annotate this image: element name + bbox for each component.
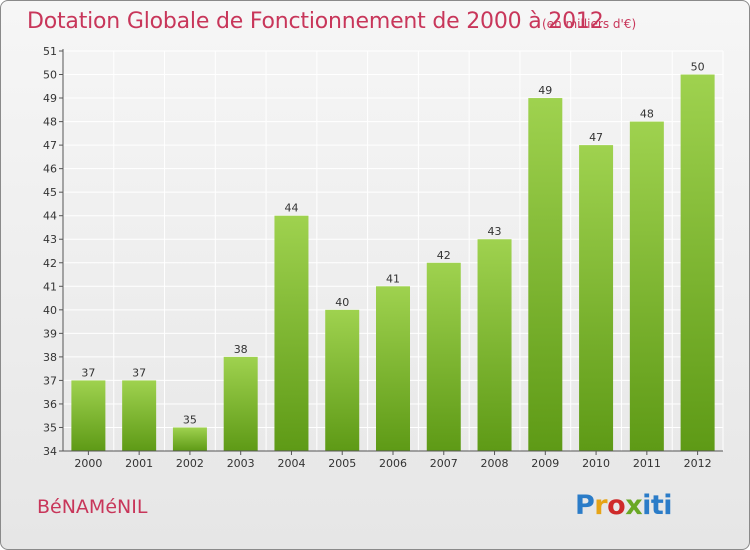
bar [477, 239, 512, 451]
y-tick-label: 36 [43, 398, 57, 411]
bar [680, 74, 715, 451]
x-tick-label: 2007 [430, 457, 458, 470]
x-tick-label: 2011 [633, 457, 661, 470]
proxiti-logo: Proxiti [575, 490, 673, 521]
bar [172, 427, 207, 451]
logo-letter: P [575, 490, 595, 521]
logo-letter: o [607, 490, 626, 521]
bar-value-label: 50 [691, 61, 705, 74]
x-tick-label: 2000 [74, 457, 102, 470]
y-tick-label: 46 [43, 163, 57, 176]
bar-value-label: 41 [386, 272, 400, 285]
y-tick-label: 51 [43, 45, 57, 58]
y-tick-label: 38 [43, 351, 57, 364]
bar [579, 145, 614, 451]
axes: 34 35 36 37 38 39 40 41 42 43 44 45 46 47 48 49 50 51 2000… [43, 45, 723, 470]
x-tick-label: 2010 [582, 457, 610, 470]
y-tick-label: 34 [43, 445, 57, 458]
y-tick-label: 39 [43, 327, 57, 340]
y-tick-label: 41 [43, 280, 57, 293]
logo-letter: r [594, 490, 608, 521]
bar-value-label: 48 [640, 108, 654, 121]
logo-letter: x [625, 490, 643, 521]
bar-value-label: 44 [284, 202, 298, 215]
y-tick-label: 35 [43, 421, 57, 434]
y-tick-label: 42 [43, 257, 57, 270]
bar [528, 98, 563, 451]
labels: 37 37 35 38 44 40 41 42 43 49 47 48 50 [81, 61, 704, 427]
bar [122, 380, 157, 451]
commune-name: BéNAMéNIL [37, 496, 148, 518]
bar-value-label: 47 [589, 131, 603, 144]
y-tick-label: 45 [43, 186, 57, 199]
bar-value-label: 37 [81, 366, 95, 379]
bars [71, 74, 715, 452]
bar [426, 262, 461, 451]
x-tick-label: 2004 [277, 457, 305, 470]
chart-unit-label: (en milliers d'€) [542, 17, 637, 31]
y-tick-label: 49 [43, 92, 57, 105]
bar-value-label: 49 [538, 84, 552, 97]
chart-title: Dotation Globale de Fonctionnement de 20… [27, 9, 604, 34]
bar [629, 121, 664, 452]
x-tick-label: 2005 [328, 457, 356, 470]
bar-value-label: 42 [437, 249, 451, 262]
logo-letter: iti [642, 490, 673, 521]
y-tick-label: 48 [43, 116, 57, 129]
y-tick-label: 43 [43, 233, 57, 246]
y-tick-label: 47 [43, 139, 57, 152]
y-tick-label: 40 [43, 304, 57, 317]
y-tick-label: 44 [43, 210, 57, 223]
x-tick-label: 2001 [125, 457, 153, 470]
x-tick-label: 2006 [379, 457, 407, 470]
bar [71, 380, 106, 451]
bar-value-label: 40 [335, 296, 349, 309]
y-tick-label: 50 [43, 69, 57, 82]
bar [274, 215, 309, 451]
x-tick-label: 2003 [227, 457, 255, 470]
bar [376, 286, 410, 451]
bar-value-label: 43 [488, 225, 502, 238]
x-tick-label: 2009 [531, 457, 559, 470]
bar [325, 309, 360, 451]
x-tick-label: 2008 [481, 457, 509, 470]
bar-value-label: 35 [183, 413, 197, 426]
bar-value-label: 37 [132, 366, 146, 379]
x-tick-label: 2002 [176, 457, 204, 470]
bar-value-label: 38 [234, 343, 248, 356]
x-tick-label: 2012 [684, 457, 712, 470]
bar [223, 356, 258, 451]
y-tick-label: 37 [43, 374, 57, 387]
